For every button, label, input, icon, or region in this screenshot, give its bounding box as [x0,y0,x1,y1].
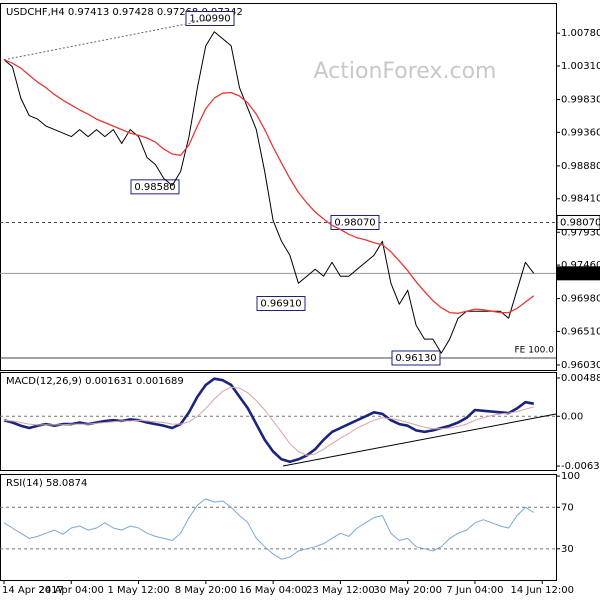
x-tick-label: 8 May 20:00 [175,585,237,596]
y-tick-label: 70 [561,502,574,513]
y-tick-label: 0.97930 [561,227,600,238]
x-tick-label: 14 Jun 12:00 [510,585,574,596]
panel-frame [0,372,557,471]
annotation-box [130,179,180,195]
trend-line [282,413,557,467]
y-tick-label: 0.96510 [561,326,600,337]
annotation-box [256,296,306,312]
x-tick-label: 16 May 04:00 [239,585,308,596]
series-line [3,377,535,463]
price-tag-label: 0.97342 [560,268,600,279]
y-tick-label: 30 [561,544,574,555]
y-tick-label: 0.00 [561,411,583,422]
annotation-label: 0.96130 [395,353,436,364]
x-tick-label: 23 May 12:00 [306,585,375,596]
series-line [3,498,535,560]
y-tick-label: 0.97460 [561,260,600,271]
y-tick-label: 0.96030 [561,360,600,371]
panel-title: USDCHF,H4 0.97413 0.97428 0.97268 0.9734… [6,7,243,18]
x-tick-label: 24 Apr 04:00 [39,585,104,596]
series-line [3,31,535,354]
annotation-note: FE 100.0 [515,345,555,355]
price-tag-label: 0.98070 [560,217,600,228]
x-tick-label: 30 May 20:00 [373,585,442,596]
y-tick-label: 0.99360 [561,127,600,138]
y-tick-label: 0.98880 [561,161,600,172]
annotation-box [391,350,441,366]
panel-title: MACD(12,26,9) 0.001631 0.001689 [6,376,184,387]
price-tag [556,214,600,230]
panel-frame [0,3,557,371]
annotation-label: 0.98580 [134,182,175,193]
y-tick-label: 0.004883 [561,373,600,384]
annotation-label: 0.98070 [334,217,375,228]
trend-line [3,18,215,61]
price-tag [557,266,600,281]
panel-frame [0,474,557,581]
y-tick-label: 0.98410 [561,194,600,205]
panel-title: RSI(14) 58.0874 [6,478,87,489]
x-tick-label: 1 May 12:00 [107,585,169,596]
x-tick-label: 7 Jun 04:00 [446,585,503,596]
annotation-label: 0.96910 [260,299,301,310]
annotation-box [330,214,380,230]
y-tick-label: 1.00780 [561,28,600,39]
series-line [3,59,535,314]
series-line [3,386,534,456]
y-tick-label: 100 [561,471,580,482]
y-tick-label: -0.006354 [561,461,600,472]
y-tick-label: 1.00310 [561,61,600,72]
x-tick-label: 14 Apr 2017 [2,585,64,596]
y-tick-label: 0.96980 [561,294,600,305]
y-tick-label: 0.99830 [561,95,600,106]
watermark: ActionForex.com [314,59,497,84]
